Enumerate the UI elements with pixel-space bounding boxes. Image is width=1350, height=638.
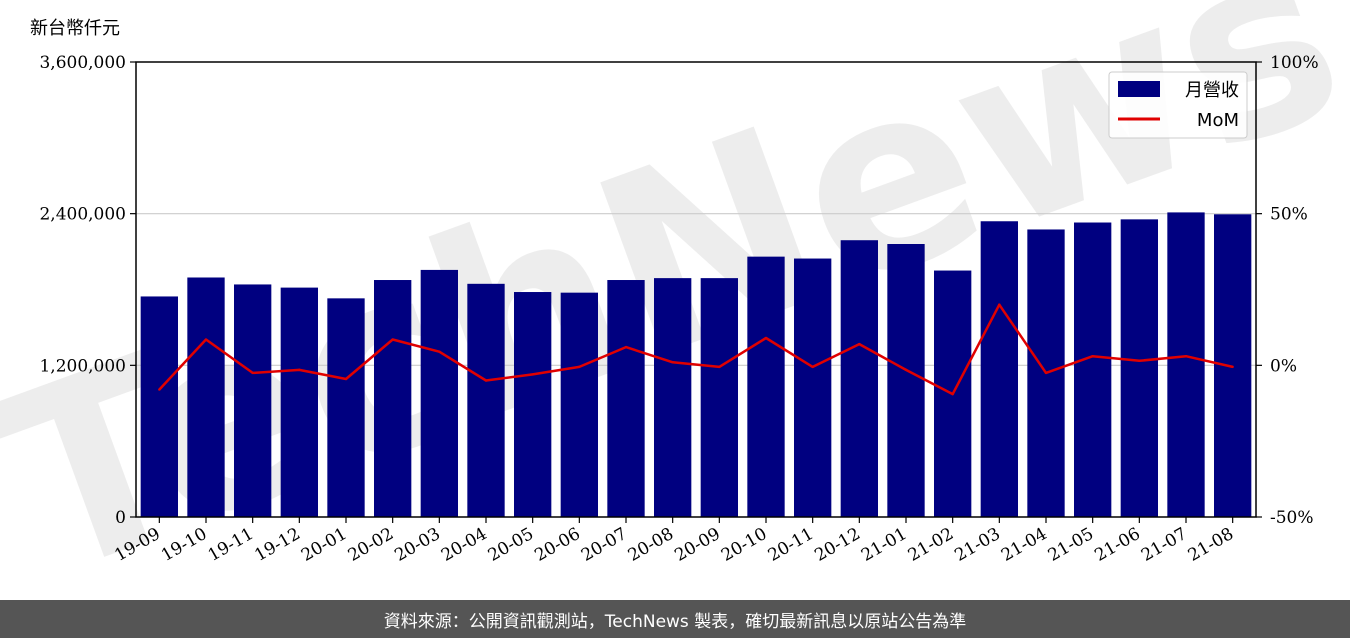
mom-point-21-05 [1091,355,1094,358]
mom-point-20-05 [531,373,534,376]
mom-point-21-06 [1138,359,1141,362]
x-tick-label: 20-08 [625,524,677,566]
x-tick-label: 20-02 [345,524,397,566]
bar-20-09 [700,278,738,517]
mom-point-20-11 [811,365,814,369]
bar-19-10 [187,277,225,517]
bar-20-07 [607,280,645,517]
mom-point-20-08 [671,361,674,364]
mom-point-20-10 [764,336,768,340]
bar-layer [140,212,1252,518]
bar-19-12 [280,287,318,517]
right-tick-label: -50% [1270,508,1314,528]
x-tick-label: 21-02 [905,524,957,566]
right-tick-label: 100% [1270,53,1319,73]
left-tick-label: 1,200,000 [39,356,126,376]
mom-point-21-02 [951,392,954,396]
mom-point-20-01 [344,377,348,381]
chart-svg: TechNews 01,200,0002,400,0003,600,000-50… [0,0,1350,600]
bar-21-05 [1074,222,1112,517]
mom-point-20-02 [391,338,394,341]
legend-swatch-bar [1118,81,1160,97]
mom-point-19-12 [298,368,301,372]
bar-19-11 [234,284,272,517]
left-tick-label: 2,400,000 [39,205,126,225]
right-tick-label: 0% [1270,356,1297,376]
x-tick-label: 20-03 [391,524,443,566]
bar-20-04 [467,283,505,517]
line-layer [158,303,1234,396]
x-tick-label: 21-07 [1138,524,1190,566]
mom-point-20-04 [484,379,488,382]
x-tick-label: 21-03 [951,524,1003,566]
x-tick-label: 20-07 [578,524,630,566]
x-tick-label: 20-11 [765,524,817,566]
right-tick-label: 50% [1270,205,1308,225]
mom-point-21-04 [1044,371,1048,375]
x-tick-label: 21-06 [1091,524,1143,566]
x-tick-label: 21-05 [1045,524,1097,566]
bar-19-09 [140,296,178,517]
mom-point-19-10 [204,338,208,341]
mom-point-20-03 [438,350,441,353]
x-tick-label: 20-04 [438,524,490,566]
mom-point-21-01 [904,368,908,372]
mom-point-20-12 [858,342,861,346]
legend: 月營收 MoM [1108,71,1248,139]
bar-20-01 [327,298,365,517]
x-tick-label: 21-04 [998,524,1050,566]
mom-point-21-08 [1231,365,1234,369]
bar-20-02 [374,280,412,517]
x-tick-label: 20-06 [531,524,583,566]
left-tick-label: 3,600,000 [39,53,126,73]
bar-20-10 [747,256,785,517]
bar-21-07 [1167,212,1205,517]
legend-label-revenue: 月營收 [1185,80,1239,101]
y-axis-unit-label: 新台幣仟元 [30,18,120,39]
bar-20-03 [420,269,458,517]
mom-line [158,303,1233,396]
x-tick-label: 20-09 [671,524,723,566]
bar-21-01 [887,244,925,517]
x-tick-label: 20-05 [485,524,537,566]
mom-point-19-09 [158,388,161,391]
x-tick-label: 21-01 [858,524,910,566]
bar-20-11 [794,258,832,517]
x-tick-label: 20-10 [718,524,770,566]
mom-point-20-09 [718,365,721,369]
bar-20-08 [654,278,692,517]
bar-20-05 [514,292,552,517]
x-tick-label: 21-08 [1185,524,1237,566]
mom-point-19-11 [251,371,254,375]
bar-21-03 [980,221,1018,517]
mom-point-21-07 [1184,355,1188,358]
bar-21-06 [1120,219,1158,517]
bar-20-12 [840,240,878,518]
mom-point-20-06 [578,365,581,369]
mom-point-21-03 [998,303,1001,306]
left-tick-label: 0 [115,508,126,528]
bar-20-06 [560,292,598,517]
x-tick-label: 20-12 [811,524,863,566]
chart: 新台幣仟元 TechNews 01,200,0002,400,0003,600,… [0,0,1350,600]
mom-point-20-07 [624,345,628,349]
plot-frame [135,61,1257,518]
legend-label-mom: MoM [1197,110,1239,131]
footer-source-note: 資料來源：公開資訊觀測站，TechNews 製表，確切最新訊息以原站公告為準 [0,600,1350,638]
